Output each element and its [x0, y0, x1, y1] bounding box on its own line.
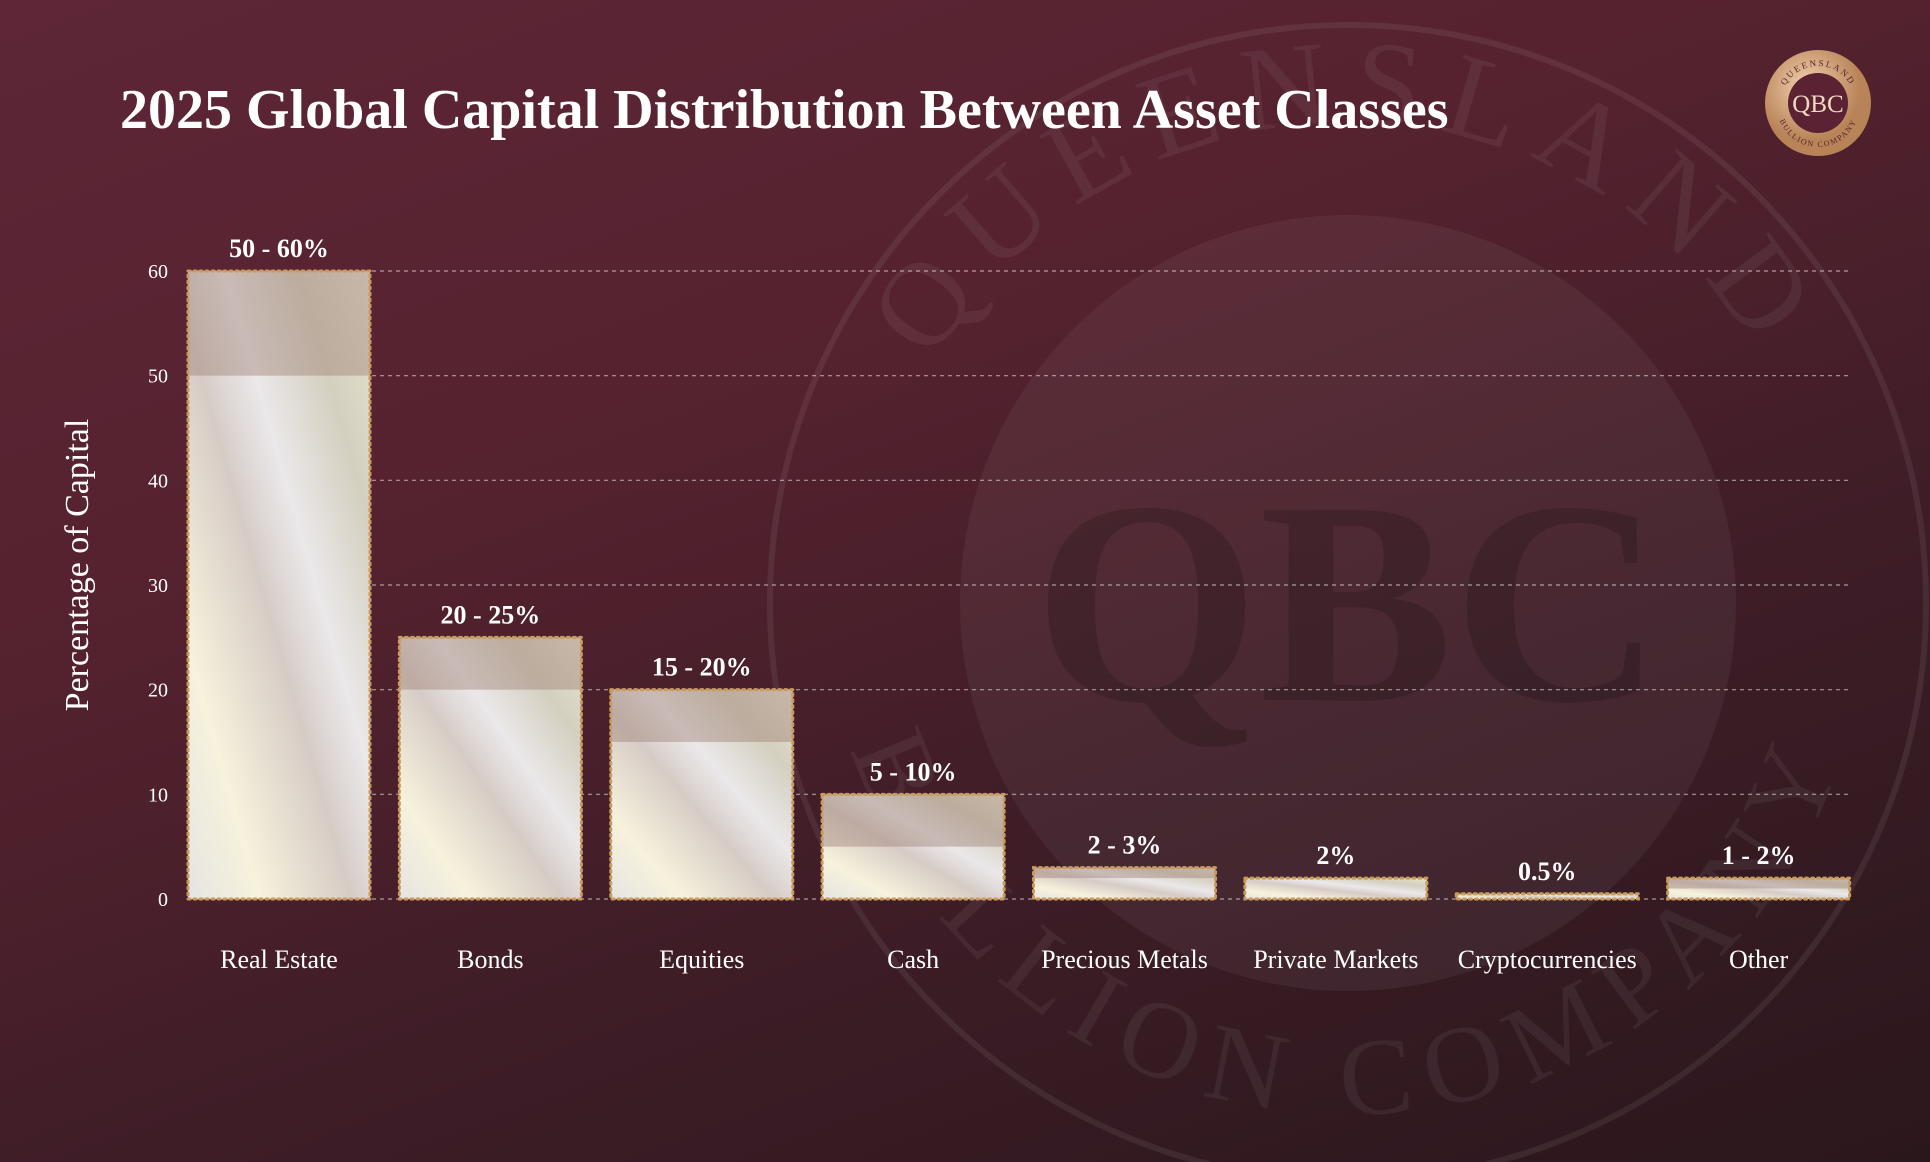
bar-high: [1033, 867, 1216, 899]
bar-high: [610, 689, 793, 899]
y-axis-label: Percentage of Capital: [59, 419, 96, 712]
data-label: 2 - 3%: [1088, 831, 1162, 860]
bar-high: [1244, 878, 1427, 899]
bar-range-segment: [610, 689, 793, 742]
bar-high: [1667, 878, 1850, 899]
x-tick-label: Other: [1729, 945, 1789, 974]
x-tick-label: Precious Metals: [1041, 945, 1208, 974]
y-tick-label: 60: [148, 261, 168, 283]
x-tick-label: Bonds: [457, 945, 523, 974]
x-tick-label: Cash: [887, 945, 939, 974]
logo-initials: QBC: [1792, 91, 1843, 118]
x-tick-label: Private Markets: [1253, 945, 1418, 974]
bar-high: [399, 637, 582, 899]
bar-outline: [186, 269, 372, 901]
chart-title: 2025 Global Capital Distribution Between…: [120, 79, 1449, 141]
data-label: 5 - 10%: [870, 757, 957, 786]
bar-outline: [609, 688, 795, 901]
y-tick-label: 0: [158, 889, 168, 911]
bar-outline: [1243, 876, 1429, 901]
x-tick-label: Real Estate: [220, 945, 338, 974]
bar-range-segment: [399, 637, 582, 690]
bar-high: [188, 271, 370, 899]
bar-range-segment: [1033, 867, 1216, 879]
bar-high: [1456, 893, 1639, 899]
y-tick-label: 30: [148, 575, 168, 597]
bar-outline: [820, 792, 1006, 901]
bar-outline: [397, 635, 583, 901]
data-label: 0.5%: [1518, 857, 1577, 886]
bar-high: [822, 794, 1005, 899]
x-tick-label: Equities: [659, 945, 744, 974]
watermark-initials: QBC: [1034, 442, 1662, 763]
bar-range-segment: [1667, 878, 1850, 889]
data-label: 15 - 20%: [652, 653, 752, 682]
data-label: 1 - 2%: [1722, 841, 1796, 870]
y-tick-label: 20: [148, 680, 168, 702]
bar-range-segment: [822, 794, 1005, 847]
bar-outline: [1032, 866, 1217, 901]
bar-range-segment: [188, 271, 370, 376]
y-tick-label: 10: [148, 784, 168, 806]
y-tick-label: 50: [148, 366, 168, 388]
qbc-logo: QBC QUEENSLAND BULLION COMPANY: [1765, 50, 1871, 156]
x-tick-label: Cryptocurrencies: [1458, 945, 1637, 974]
data-label: 20 - 25%: [441, 600, 541, 629]
data-label: 50 - 60%: [229, 234, 329, 263]
bar-outline: [1454, 892, 1640, 901]
bar-outline: [1666, 876, 1852, 901]
data-label: 2%: [1316, 841, 1355, 870]
y-tick-label: 40: [148, 470, 168, 492]
